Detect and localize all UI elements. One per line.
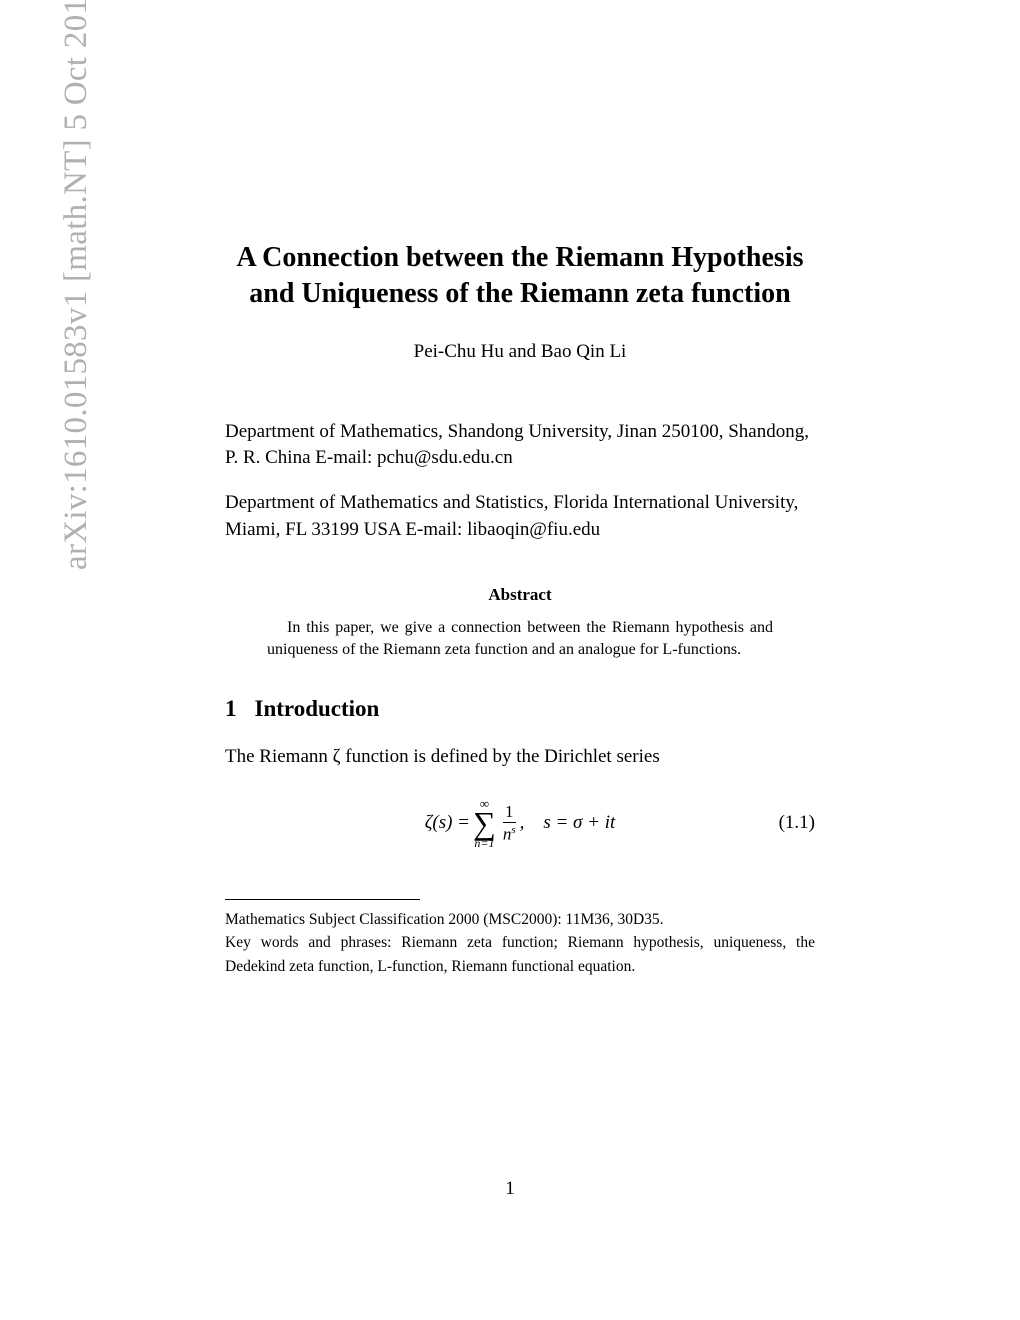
equation-number: (1.1) [779, 812, 815, 834]
abstract-heading: Abstract [225, 585, 815, 605]
paper-title: A Connection between the Riemann Hypothe… [225, 240, 815, 313]
section-title: Introduction [255, 696, 380, 721]
fraction: 1 ns [503, 803, 516, 843]
sum-lower-limit: n=1 [474, 837, 494, 849]
equation-lhs: ζ(s) = [425, 812, 470, 834]
fraction-numerator: 1 [505, 803, 514, 822]
footnote-rule [225, 899, 420, 900]
equation-content: ζ(s) = ∞ ∑ n=1 1 ns , s = σ + it [425, 797, 616, 849]
section-number: 1 [225, 696, 237, 721]
authors: Pei-Chu Hu and Bao Qin Li [225, 341, 815, 363]
footnote-msc: Mathematics Subject Classification 2000 … [225, 908, 815, 931]
paper-content: A Connection between the Riemann Hypothe… [225, 240, 815, 978]
sum-symbol: ∞ ∑ n=1 [473, 797, 496, 849]
footnote-keywords: Key words and phrases: Riemann zeta func… [225, 931, 815, 978]
affiliation-second: Department of Mathematics and Statistics… [225, 490, 815, 543]
intro-text: The Riemann ζ function is defined by the… [225, 744, 815, 771]
section-heading: 1 Introduction [225, 696, 815, 722]
arxiv-watermark: arXiv:1610.01583v1 [math.NT] 5 Oct 2016 [58, 0, 95, 570]
equation-rhs: , s = σ + it [520, 812, 616, 834]
page-number: 1 [0, 1178, 1020, 1200]
abstract-text: In this paper, we give a connection betw… [267, 617, 773, 660]
fraction-denominator: ns [503, 823, 516, 843]
equation-block: ζ(s) = ∞ ∑ n=1 1 ns , s = σ + it (1.1) [225, 797, 815, 849]
abstract-section: Abstract In this paper, we give a connec… [225, 585, 815, 660]
sigma-icon: ∑ [473, 810, 496, 837]
affiliation-first: Department of Mathematics, Shandong Univ… [225, 419, 815, 472]
